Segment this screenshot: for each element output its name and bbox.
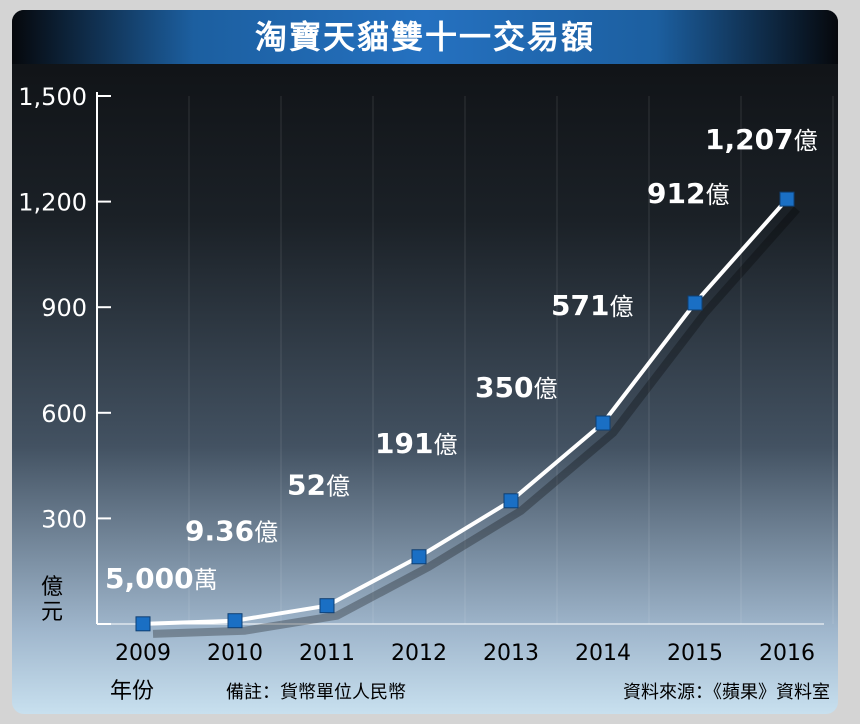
data-point (595, 415, 611, 431)
chart-title: 淘寶天貓雙十一交易額 (254, 18, 595, 56)
x-tick-label: 2012 (391, 641, 447, 666)
y-tick-label: 300 (41, 505, 87, 533)
chart-frame: 淘寶天貓雙十一交易額 300 600 900 1,200 1,500 億元 2009 2010… (12, 10, 838, 714)
x-tick-label: 2010 (207, 641, 263, 666)
y-tick-label: 600 (41, 400, 87, 428)
data-point (687, 295, 703, 311)
x-tick-label: 2016 (759, 641, 815, 666)
remark-note: 備註：貨幣單位人民幣 (226, 682, 406, 703)
data-label: 52億 (287, 469, 350, 502)
x-tick-label: 2014 (575, 641, 631, 666)
data-label: 5,000萬 (105, 562, 218, 595)
x-axis-title: 年份 (110, 679, 154, 704)
series-line-shadow (152, 206, 800, 638)
data-point (319, 598, 335, 614)
y-tick-label: 900 (41, 294, 87, 322)
data-point (227, 613, 243, 629)
series-line (142, 197, 789, 626)
data-label: 350億 (475, 371, 557, 404)
data-label: 571億 (551, 289, 633, 322)
y-axis-unit: 億 (41, 575, 63, 600)
data-point (779, 191, 795, 207)
x-tick-label: 2015 (667, 641, 723, 666)
x-tick-label: 2013 (483, 641, 539, 666)
y-tick-label: 1,500 (18, 83, 87, 111)
y-axis-unit: 元 (41, 600, 63, 625)
y-tick-label: 1,200 (18, 189, 87, 217)
data-label: 912億 (647, 177, 729, 210)
x-tick-label: 2011 (299, 641, 355, 666)
data-point (411, 549, 427, 565)
title-bar (12, 10, 838, 64)
data-label: 1,207億 (705, 123, 818, 156)
x-tick-label: 2009 (115, 641, 171, 666)
data-label: 191億 (375, 427, 457, 460)
source-note: 資料來源：《蘋果》資料室 (623, 682, 830, 703)
data-point (135, 616, 151, 632)
data-label: 9.36億 (185, 515, 278, 548)
data-point (503, 493, 519, 509)
line-chart: 300 600 900 1,200 1,500 億元 2009 2010 2011 2012 201… (18, 83, 834, 704)
